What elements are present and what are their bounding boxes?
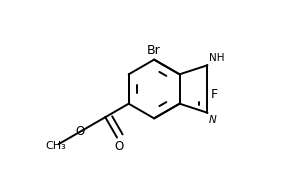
Text: N: N xyxy=(209,115,217,125)
Text: Br: Br xyxy=(147,44,161,57)
Text: F: F xyxy=(210,88,218,101)
Text: NH: NH xyxy=(209,53,224,63)
Text: O: O xyxy=(75,125,84,138)
Text: CH₃: CH₃ xyxy=(45,141,66,151)
Text: O: O xyxy=(114,140,123,153)
